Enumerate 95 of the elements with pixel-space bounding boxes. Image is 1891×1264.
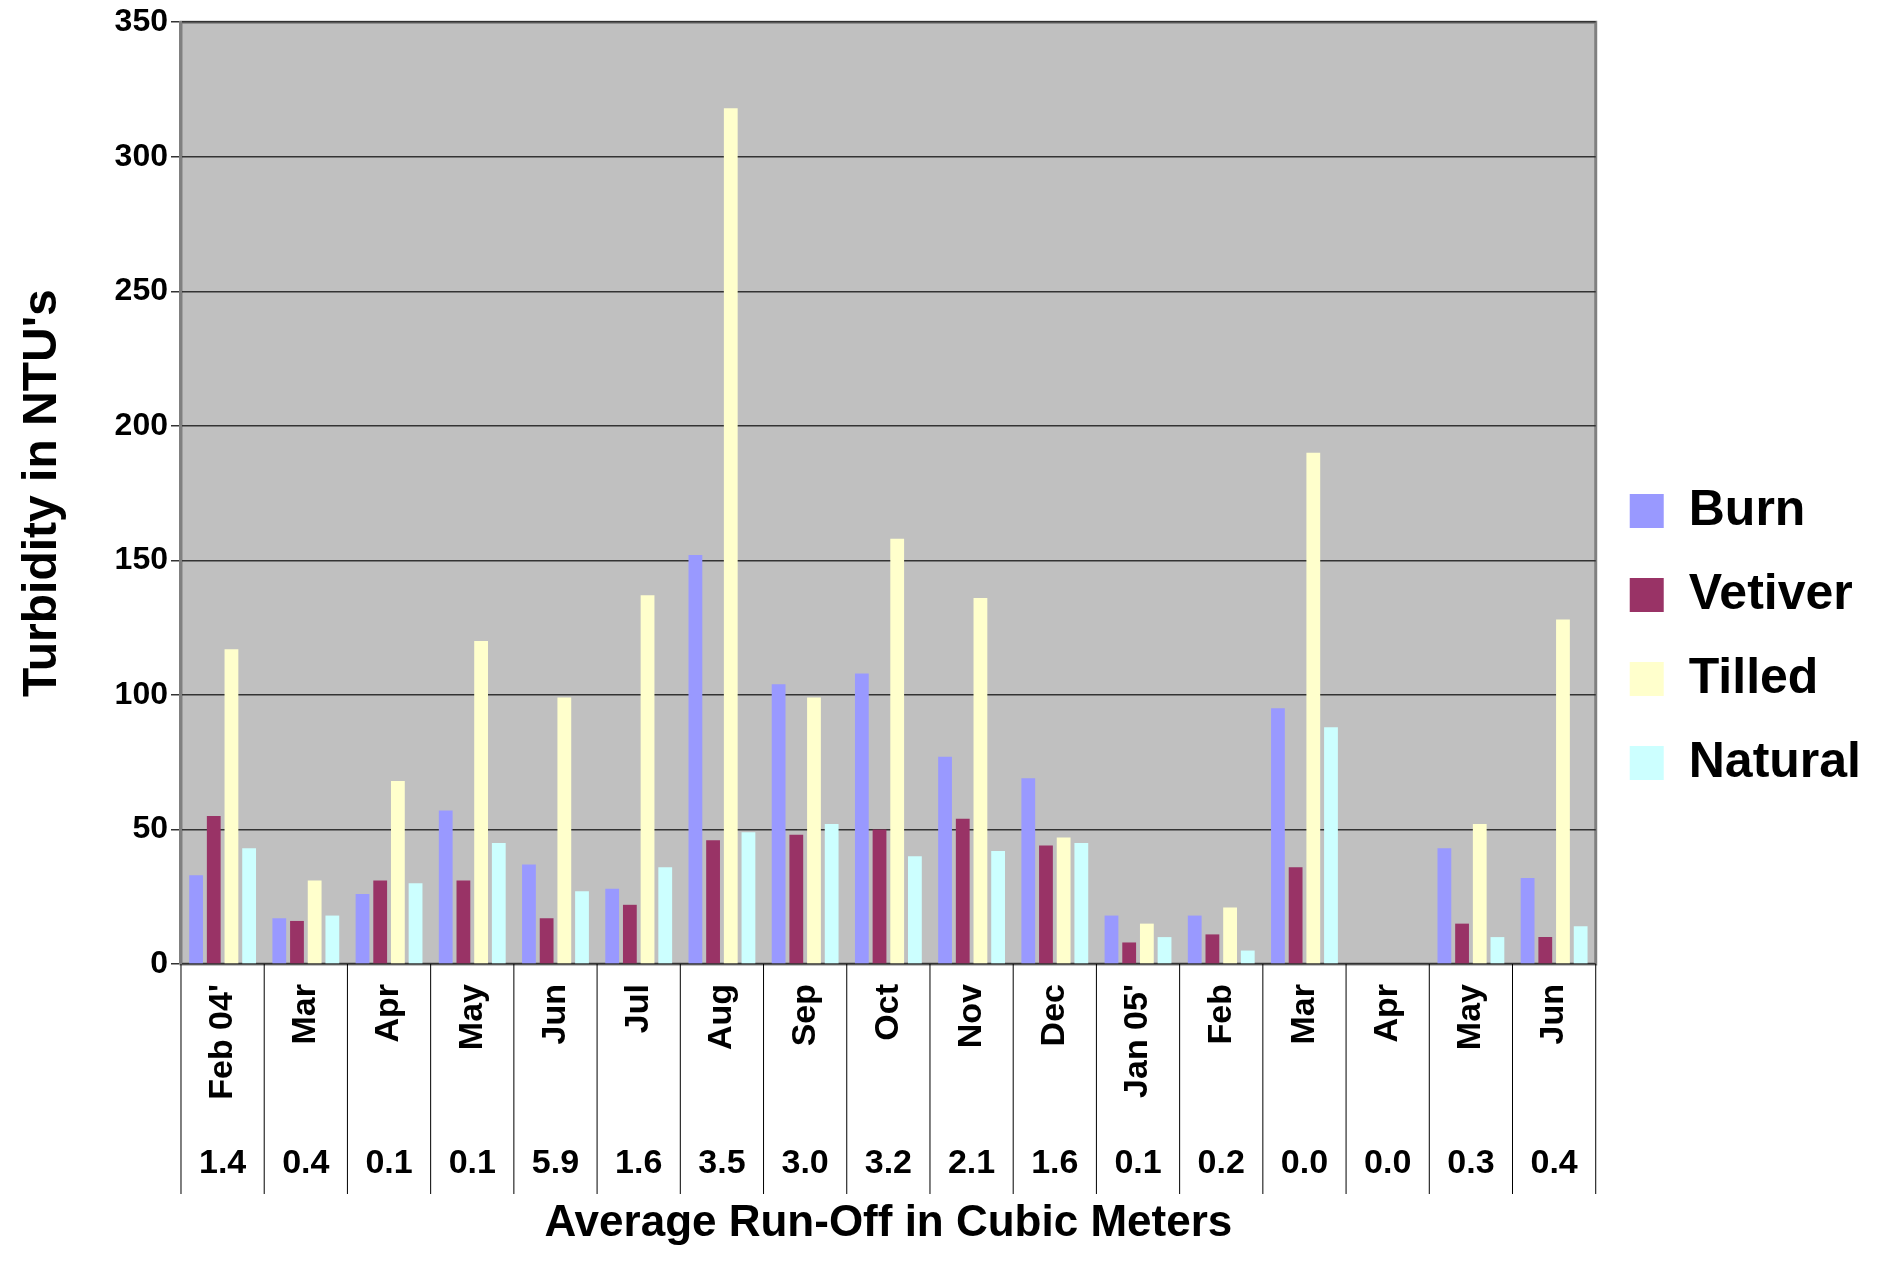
category-label: May 0.3 xyxy=(1447,984,1495,1181)
bar xyxy=(955,818,970,964)
legend-label: Natural xyxy=(1688,731,1861,788)
bar xyxy=(1520,877,1535,964)
category-label: Feb 04' 1.4 xyxy=(198,984,247,1181)
bar xyxy=(1157,937,1172,964)
bar xyxy=(1240,950,1255,964)
bar xyxy=(1122,942,1137,964)
bar xyxy=(622,904,637,964)
bar xyxy=(1556,619,1570,964)
bar xyxy=(1205,934,1220,964)
y-tick-label: 350 xyxy=(114,2,168,39)
bar xyxy=(854,673,869,964)
bar xyxy=(1139,923,1154,964)
bar xyxy=(872,829,887,964)
bar xyxy=(807,697,821,964)
bar xyxy=(1437,848,1452,964)
y-tick-label: 150 xyxy=(114,540,168,577)
bar xyxy=(1324,727,1338,964)
bar xyxy=(658,867,673,964)
bar xyxy=(290,920,304,964)
legend-label: Vetiver xyxy=(1688,563,1853,620)
category-label: Apr 0.0 xyxy=(1364,984,1412,1181)
bar xyxy=(1104,915,1119,964)
category-label: Aug 3.5 xyxy=(698,984,746,1181)
bar xyxy=(991,850,1006,964)
y-tick-label: 200 xyxy=(114,405,168,442)
bar xyxy=(605,888,620,964)
bar xyxy=(706,840,720,964)
bar xyxy=(938,756,952,964)
bar xyxy=(491,842,506,964)
bar xyxy=(723,108,738,964)
bar xyxy=(1306,452,1321,964)
bar xyxy=(189,875,203,964)
bar xyxy=(1538,937,1553,964)
y-tick-label: 250 xyxy=(114,271,168,308)
y-tick-label: 50 xyxy=(132,809,168,846)
bar xyxy=(325,915,340,964)
bar xyxy=(557,697,572,964)
bar xyxy=(1223,907,1237,964)
bar xyxy=(575,891,589,964)
bar xyxy=(272,918,287,964)
bar xyxy=(1074,842,1089,964)
bar xyxy=(408,883,423,964)
category-label: Jul 1.6 xyxy=(615,984,663,1181)
bar xyxy=(224,649,239,964)
y-tick-label: 0 xyxy=(150,943,168,980)
bar xyxy=(973,598,988,964)
x-axis-title: Average Run-Off in Cubic Meters xyxy=(544,1195,1233,1245)
bar xyxy=(741,832,756,964)
bar xyxy=(688,554,703,964)
bar xyxy=(539,918,554,964)
bar xyxy=(1288,867,1303,964)
bar xyxy=(907,856,922,964)
bar xyxy=(307,880,322,964)
bar xyxy=(438,810,453,964)
category-label: May 0.1 xyxy=(448,984,496,1181)
bar xyxy=(456,880,471,964)
bar xyxy=(1039,845,1053,964)
bar xyxy=(1021,778,1036,964)
category-label: Mar 0.4 xyxy=(282,984,330,1181)
category-label: Sep 3.0 xyxy=(781,984,829,1181)
bar xyxy=(390,781,405,964)
legend-label: Tilled xyxy=(1688,647,1819,704)
bar xyxy=(1187,915,1202,964)
legend-label: Burn xyxy=(1688,479,1806,536)
category-label: Nov 2.1 xyxy=(947,984,996,1181)
category-label: Mar 0.0 xyxy=(1280,984,1329,1181)
bar xyxy=(474,641,488,964)
bar xyxy=(206,816,221,964)
bar xyxy=(890,538,905,964)
bar xyxy=(355,894,370,964)
bar xyxy=(824,824,839,964)
category-label: Jun 5.9 xyxy=(531,984,580,1181)
y-axis-title: Turbidity in NTU's xyxy=(13,289,67,698)
category-label: Apr 0.1 xyxy=(365,984,413,1181)
category-label: Jan 05' 0.1 xyxy=(1114,984,1162,1181)
category-label: Jun 0.4 xyxy=(1530,984,1578,1181)
category-label: Feb 0.2 xyxy=(1197,984,1245,1181)
bar xyxy=(1573,926,1588,964)
bar xyxy=(789,834,804,964)
bar xyxy=(522,864,536,964)
bar xyxy=(1056,837,1071,964)
bar xyxy=(771,684,786,964)
y-tick-label: 300 xyxy=(114,136,168,173)
bar xyxy=(1271,708,1285,964)
category-label: Dec 1.6 xyxy=(1031,984,1079,1181)
bar xyxy=(640,595,655,964)
bar xyxy=(242,848,257,964)
category-label: Oct 3.2 xyxy=(864,984,912,1181)
bar xyxy=(373,880,388,964)
bar xyxy=(1490,937,1505,964)
y-tick-label: 100 xyxy=(114,674,168,711)
bar xyxy=(1472,824,1487,964)
bar xyxy=(1455,923,1469,964)
